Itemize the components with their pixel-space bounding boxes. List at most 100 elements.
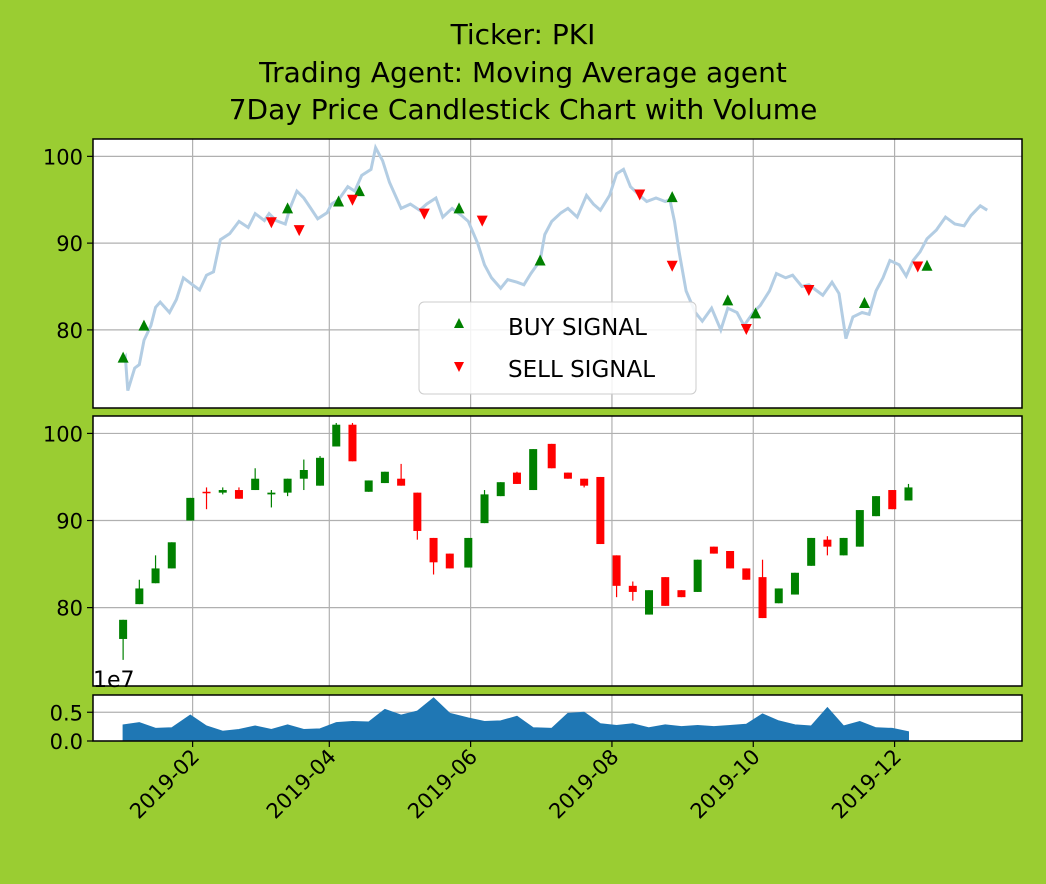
candle-body (529, 449, 538, 491)
buy-signal-marker (353, 185, 365, 197)
candle-body (709, 546, 718, 554)
candle-body (872, 496, 881, 517)
candle-body (332, 424, 341, 447)
volume-offset-label: 1e7 (93, 668, 135, 693)
buy-signal-marker (117, 351, 129, 363)
candle-body (480, 494, 489, 524)
x-tick-label: 2019-06 (403, 745, 482, 824)
price-line (121, 143, 989, 392)
candle-body (429, 537, 438, 563)
sell-signal-marker (476, 215, 488, 227)
candle-body (790, 572, 799, 595)
sell-signal-marker (418, 208, 430, 220)
y-tick-label: 80 (56, 319, 83, 343)
candle-body (677, 590, 686, 598)
buy-signal-marker (534, 254, 546, 266)
candlestick-panel-background (93, 416, 1022, 686)
candle-body (299, 470, 308, 479)
candle-body (839, 537, 848, 556)
buy-signal-marker (858, 297, 870, 309)
x-axis-ticks: 2019-02 2019-04 2019-06 2019-08 2019-10 2019-… (125, 741, 906, 824)
candlestick-panel-frame (92, 415, 1023, 687)
candle-body (596, 476, 605, 545)
candle-body (218, 490, 227, 493)
candle-body (645, 590, 654, 615)
price-line-layer (121, 143, 989, 392)
candle-body (888, 490, 897, 510)
sell-signal-marker (634, 189, 646, 201)
buy-signal-marker (921, 259, 933, 271)
candle-body (234, 490, 243, 499)
candle-body (693, 559, 702, 592)
candle-body (202, 491, 211, 494)
candle-body (855, 510, 864, 547)
x-tick-label: 2019-10 (686, 745, 765, 824)
candle-body (364, 480, 373, 492)
candle-body (904, 487, 913, 501)
candle-body (135, 588, 144, 605)
price-panel: 80 90 100 BUY SIGNAL SELL SIGNAL (43, 138, 1023, 409)
candle-body (807, 537, 816, 566)
buy-signal-marker (666, 191, 678, 203)
candle-body (496, 482, 505, 497)
candle-body (380, 471, 389, 484)
candle-body (774, 588, 783, 604)
y-tick-label: 90 (56, 232, 83, 256)
title-line-agent: Trading Agent: Moving Average agent (259, 56, 787, 89)
legend-box (418, 301, 697, 395)
volume-panel-frame (92, 694, 1023, 742)
volume-area (122, 697, 909, 742)
candle-body (413, 492, 422, 531)
signal-markers (117, 185, 933, 363)
volume-y-ticks: 0.00.5 (50, 701, 93, 754)
title-line-ticker: Ticker: PKI (450, 18, 596, 51)
candle-body (397, 478, 406, 486)
y-tick-label: 90 (56, 510, 83, 534)
candle-body (445, 553, 454, 569)
x-tick-label: 2019-02 (125, 745, 204, 824)
sell-signal-marker (740, 324, 752, 336)
sell-signal-marker (265, 217, 277, 229)
buy-signal-marker (333, 195, 345, 207)
y-tick-label: 80 (56, 597, 83, 621)
legend-buy-label: BUY SIGNAL (508, 315, 647, 341)
sell-signal-marker (912, 261, 924, 273)
x-tick-label: 2019-12 (827, 745, 906, 824)
candlestick-grid (93, 416, 1022, 686)
price-panel-frame (92, 138, 1023, 409)
buy-signal-legend-icon (454, 318, 464, 328)
x-tick-label: 2019-04 (262, 745, 341, 824)
legend: BUY SIGNAL SELL SIGNAL (418, 301, 697, 395)
y-tick-label: 100 (43, 145, 83, 169)
candle-body (251, 478, 260, 491)
legend-sell-label: SELL SIGNAL (508, 357, 655, 383)
candlestick-panel: 80 90 100 (43, 415, 1023, 687)
candle-body (563, 472, 572, 479)
y-tick-label: 0.5 (50, 701, 83, 725)
candle-body (267, 492, 276, 495)
price-grid (93, 139, 1022, 408)
candle-body (512, 472, 521, 484)
candle-body (758, 577, 767, 619)
candle-body (167, 542, 176, 569)
candles-layer (119, 422, 913, 660)
candle-body (316, 457, 325, 486)
candlestick-y-ticks: 80 90 100 (43, 422, 93, 621)
candle-body (464, 537, 473, 568)
candle-body (612, 555, 621, 586)
y-tick-label: 100 (43, 422, 83, 446)
candle-body (661, 577, 670, 606)
buy-signal-marker (750, 307, 762, 319)
candle-body (580, 478, 589, 486)
x-tick-label: 2019-08 (544, 745, 623, 824)
price-y-ticks: 80 90 100 (43, 145, 93, 343)
candle-body (283, 478, 292, 493)
sell-signal-marker (666, 260, 678, 272)
sell-signal-marker (803, 284, 815, 296)
volume-panel: 1e7 0.00.5 (50, 668, 1023, 754)
volume-area-layer (122, 697, 909, 742)
buy-signal-marker (138, 319, 150, 331)
candle-body (628, 585, 637, 592)
sell-signal-marker (346, 194, 358, 206)
